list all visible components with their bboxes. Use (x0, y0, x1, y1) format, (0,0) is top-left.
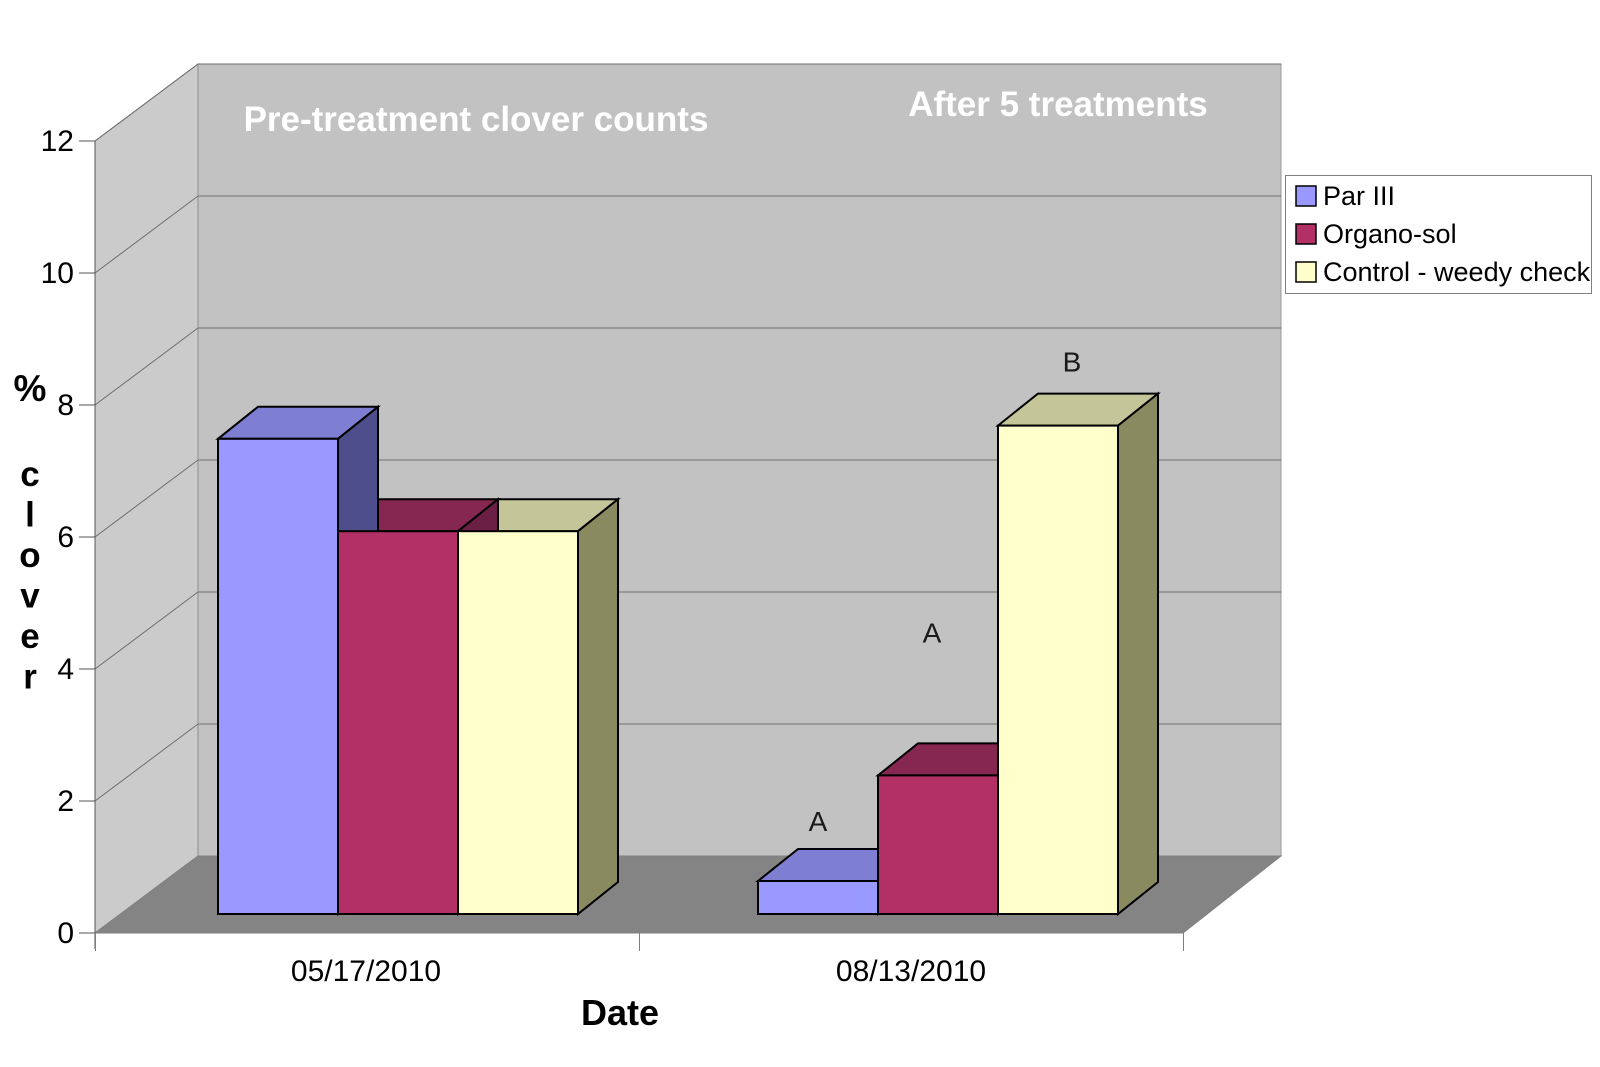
legend-swatch (1295, 261, 1317, 283)
y-axis-tick-label: 4 (57, 653, 74, 686)
bar-front-face (757, 880, 879, 915)
x-axis-category-label: 08/13/2010 (836, 955, 986, 988)
y-axis-title-letter: r (23, 658, 37, 697)
legend-swatch (1295, 223, 1317, 245)
panel-title: Pre-treatment clover counts (244, 100, 709, 139)
gridline-left-wall (94, 723, 199, 802)
gridline-left-wall (94, 63, 199, 142)
gridline-left-wall (94, 195, 199, 274)
y-axis-title-letter: l (25, 496, 35, 535)
panel-title: After 5 treatments (908, 85, 1208, 124)
x-axis-title: Date (581, 992, 659, 1033)
y-axis-title-letter: v (20, 577, 40, 616)
y-axis-tick-label: 10 (41, 257, 74, 290)
bar-front-face (217, 437, 339, 915)
gridline-left-wall (94, 459, 199, 538)
bar-side-face (1117, 391, 1159, 917)
bar-front-face (457, 530, 579, 915)
y-axis-title-symbol: % (14, 368, 47, 409)
y-axis-tick-label: 2 (57, 785, 74, 818)
legend-label: Par III (1323, 181, 1395, 211)
y-axis-title-letter: o (19, 536, 40, 575)
bar-front-face (337, 530, 459, 915)
legend-label: Organo-sol (1323, 219, 1457, 249)
significance-letter: B (1063, 347, 1082, 378)
gridline-left-wall (94, 327, 199, 406)
legend-swatch (1295, 185, 1317, 207)
legend-box (1285, 175, 1592, 294)
x-axis-category-label: 05/17/2010 (291, 955, 441, 988)
y-axis-tick-label: 12 (41, 125, 74, 158)
significance-letter: A (923, 617, 942, 648)
y-axis-tick-label: 0 (57, 917, 74, 950)
legend-label: Control - weedy check (1323, 257, 1591, 287)
y-axis-tick-label: 6 (57, 521, 74, 554)
bar-front-face (997, 424, 1119, 915)
y-axis-title-letter: c (20, 455, 39, 494)
bar-front-face (877, 774, 999, 916)
significance-letter: A (809, 806, 828, 837)
bar-side-face (577, 497, 619, 917)
y-axis-title-letter: e (20, 617, 39, 656)
gridline-left-wall (94, 591, 199, 670)
y-axis-tick-label: 8 (57, 389, 74, 422)
